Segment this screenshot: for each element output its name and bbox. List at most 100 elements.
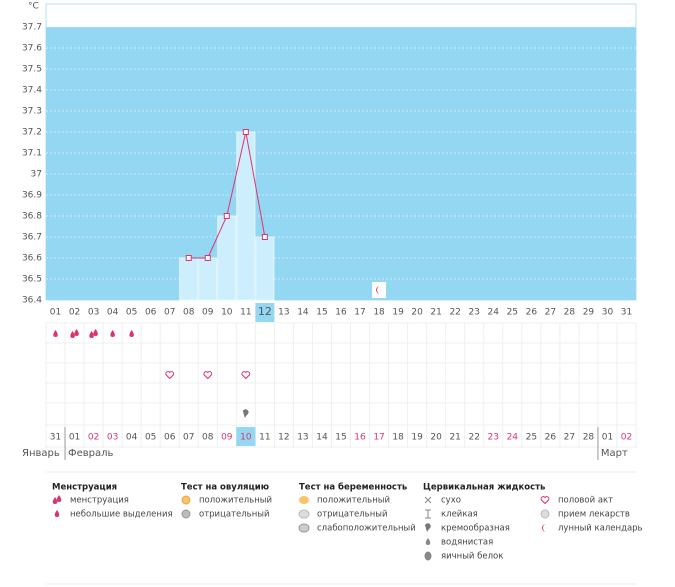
icon-dry xyxy=(424,496,432,504)
date-label: 06 xyxy=(164,433,176,443)
x-tick-label: 03 xyxy=(88,308,99,318)
y-tick-label: 37.7 xyxy=(22,23,42,33)
legend-label: кремообразная xyxy=(441,524,510,534)
today-cell xyxy=(255,303,275,322)
x-tick-label: 31 xyxy=(621,308,632,318)
date-label: 07 xyxy=(183,433,194,443)
icon-light xyxy=(53,330,58,337)
icon-part xyxy=(203,371,213,380)
temp-point xyxy=(204,255,211,261)
icon-heart xyxy=(165,371,175,380)
y-tick-label: 37.5 xyxy=(22,65,42,75)
date-label: 26 xyxy=(545,433,557,443)
icon-part xyxy=(110,330,115,337)
icon-egg xyxy=(424,551,432,561)
icon-part xyxy=(376,286,381,294)
legend-label: небольшие выделения xyxy=(70,510,173,520)
icon-part xyxy=(56,495,62,502)
icon-ov-pos xyxy=(181,495,191,505)
icon-creamy xyxy=(425,523,431,532)
icon-pr-weak xyxy=(298,523,310,533)
x-tick-label: 17 xyxy=(354,308,365,318)
icon-part xyxy=(53,330,58,337)
legend-label: клейкая xyxy=(441,510,478,520)
icon-part xyxy=(540,496,550,505)
icon-part xyxy=(425,509,431,519)
date-label: 12 xyxy=(278,433,289,443)
icon-part xyxy=(298,509,310,519)
x-tick-label: 18 xyxy=(373,308,385,318)
icon-part xyxy=(298,523,310,533)
date-label: 28 xyxy=(583,433,595,443)
x-tick-label: 02 xyxy=(69,308,80,318)
legend-label: положительный xyxy=(199,496,272,506)
icon-heart xyxy=(241,371,251,380)
date-label: 22 xyxy=(468,433,479,443)
x-tick-label: 11 xyxy=(240,308,251,318)
icon-creamy xyxy=(242,409,249,418)
date-label: 23 xyxy=(488,433,499,443)
temp-point xyxy=(223,213,230,219)
temp-point xyxy=(261,234,268,240)
x-tick-label: 27 xyxy=(545,308,556,318)
date-label: 16 xyxy=(354,433,366,443)
x-tick-label: 07 xyxy=(164,308,175,318)
legend-label: отрицательный xyxy=(317,510,387,520)
icon-part xyxy=(425,523,431,532)
icon-part xyxy=(241,371,251,380)
icon-part xyxy=(74,329,79,336)
y-tick-label: 36.8 xyxy=(22,212,42,222)
x-tick-label: 01 xyxy=(50,308,61,318)
icon-watery xyxy=(425,538,431,545)
x-tick-label: 14 xyxy=(297,308,309,318)
date-label: 09 xyxy=(221,433,233,443)
x-tick-label: 19 xyxy=(392,308,404,318)
date-label: 14 xyxy=(316,433,328,443)
icon-pr-neg xyxy=(298,509,310,519)
y-unit: °C xyxy=(28,2,39,12)
temp-column xyxy=(217,215,237,301)
icon-light xyxy=(129,330,134,337)
x-tick-label: 26 xyxy=(526,308,538,318)
date-label: 25 xyxy=(526,433,537,443)
date-label: 01 xyxy=(69,433,80,443)
x-tick-label: 12 xyxy=(258,305,272,318)
x-tick-label: 05 xyxy=(126,308,137,318)
icon-light xyxy=(54,510,60,517)
legend-label: менструация xyxy=(70,496,129,506)
temp-column xyxy=(198,257,218,301)
date-label: 21 xyxy=(449,433,460,443)
icon-heavy xyxy=(70,329,79,338)
x-tick-label: 09 xyxy=(202,308,214,318)
icon-heavy xyxy=(52,495,62,504)
icon-part xyxy=(242,409,249,418)
date-label: 20 xyxy=(430,433,442,443)
date-label: 05 xyxy=(145,433,156,443)
y-tick-label: 37 xyxy=(31,170,42,180)
temp-point xyxy=(242,129,249,135)
y-tick-label: 37.6 xyxy=(22,44,42,54)
month-label: Февраль xyxy=(68,448,114,459)
y-tick-label: 36.4 xyxy=(22,296,42,306)
legend-label: водянистая xyxy=(441,538,493,548)
icon-part xyxy=(54,510,60,517)
x-tick-label: 04 xyxy=(107,308,119,318)
y-tick-label: 37.2 xyxy=(22,128,42,138)
today-cell xyxy=(236,427,256,446)
icon-part xyxy=(542,524,546,532)
icon-pr-pos xyxy=(299,496,309,504)
icon-heart xyxy=(540,496,550,505)
date-label: 10 xyxy=(240,433,252,443)
legend-label: прием лекарств xyxy=(558,510,630,520)
y-tick-label: 36.9 xyxy=(22,191,42,201)
temp-column xyxy=(236,131,256,301)
y-tick-label: 37.3 xyxy=(22,107,42,117)
legend-title: Тест на овуляцию xyxy=(181,483,269,493)
legend-label: положительный xyxy=(317,496,390,506)
date-label: 15 xyxy=(335,433,346,443)
date-label: 02 xyxy=(88,433,99,443)
x-tick-label: 22 xyxy=(449,308,460,318)
legend-label: яичный белок xyxy=(441,552,503,562)
x-tick-label: 25 xyxy=(507,308,518,318)
